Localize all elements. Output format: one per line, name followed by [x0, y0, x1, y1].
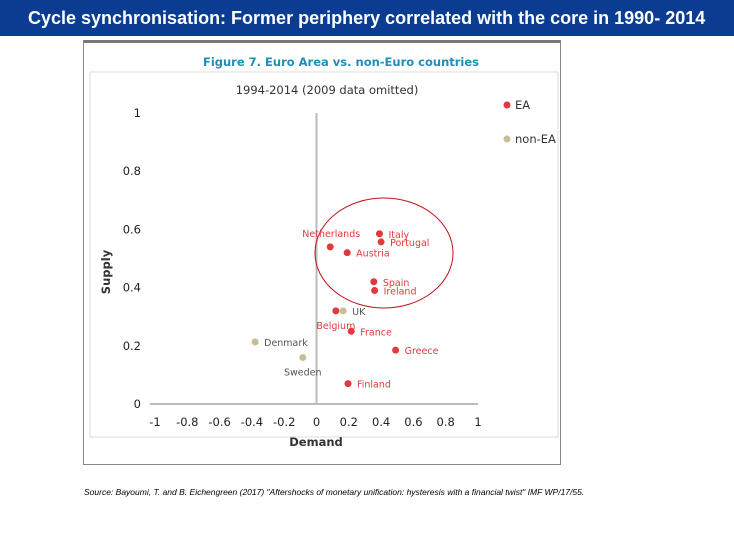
x-tick-label: 0.4 [372, 415, 390, 429]
point-label: Sweden [284, 367, 322, 378]
slide-title: Cycle synchronisation: Former periphery … [0, 0, 734, 36]
data-point-italy [375, 230, 383, 238]
data-point-uk [339, 307, 347, 315]
x-tick-label: -1 [149, 415, 160, 429]
data-point-finland [344, 380, 352, 388]
legend-label: EA [515, 98, 530, 112]
x-tick-label: 0.6 [404, 415, 422, 429]
y-tick-label: 0.2 [123, 339, 141, 353]
data-point-netherlands [326, 243, 334, 251]
data-point-belgium [332, 307, 340, 315]
x-tick-label: 1 [474, 415, 481, 429]
x-tick-label: 0.2 [340, 415, 358, 429]
data-point-france [347, 327, 355, 335]
legend-marker-non-ea [503, 135, 511, 143]
point-label: France [360, 327, 392, 338]
y-tick-label: 0.8 [123, 164, 141, 178]
data-point-spain [370, 278, 378, 286]
data-point-sweden [299, 353, 307, 361]
point-label: Spain [383, 278, 410, 289]
highlight-ellipse [314, 197, 454, 309]
x-tick-label: -0.6 [208, 415, 230, 429]
source-note: Source: Bayoumi, T. and B. Eichengreen (… [84, 487, 585, 497]
plot-area-border [89, 71, 559, 438]
point-label: Finland [357, 380, 391, 391]
point-label: Austria [356, 249, 390, 260]
y-axis-title: Supply [99, 249, 113, 294]
data-point-ireland [371, 287, 379, 295]
data-point-portugal [377, 238, 385, 246]
x-tick-label: 0.8 [437, 415, 455, 429]
point-label: Ireland [384, 287, 417, 298]
y-tick-label: 0.6 [123, 222, 141, 236]
point-label: Netherlands [302, 229, 360, 240]
y-tick-label: 0.4 [123, 281, 141, 295]
chart-subtitle: 1994-2014 (2009 data omitted) [236, 83, 419, 97]
y-tick-label: 1 [134, 106, 141, 120]
data-point-austria [343, 249, 351, 257]
x-tick-label: 0 [313, 415, 320, 429]
chart-title: Figure 7. Euro Area vs. non-Euro countri… [203, 55, 479, 69]
figure-frame [83, 40, 561, 465]
point-label: Italy [388, 230, 409, 241]
point-label: Belgium [316, 321, 355, 332]
data-point-denmark [251, 338, 259, 346]
legend-label: non-EA [515, 132, 556, 146]
point-label: Denmark [264, 338, 308, 349]
point-label: Greece [405, 346, 439, 357]
point-label: UK [352, 307, 366, 318]
x-tick-label: -0.4 [241, 415, 263, 429]
x-tick-label: -0.8 [176, 415, 198, 429]
data-point-greece [392, 346, 400, 354]
x-axis-title: Demand [289, 435, 343, 449]
legend-marker-ea [503, 101, 511, 109]
x-tick-label: -0.2 [273, 415, 295, 429]
point-label: Portugal [390, 238, 429, 249]
y-tick-label: 0 [134, 397, 141, 411]
